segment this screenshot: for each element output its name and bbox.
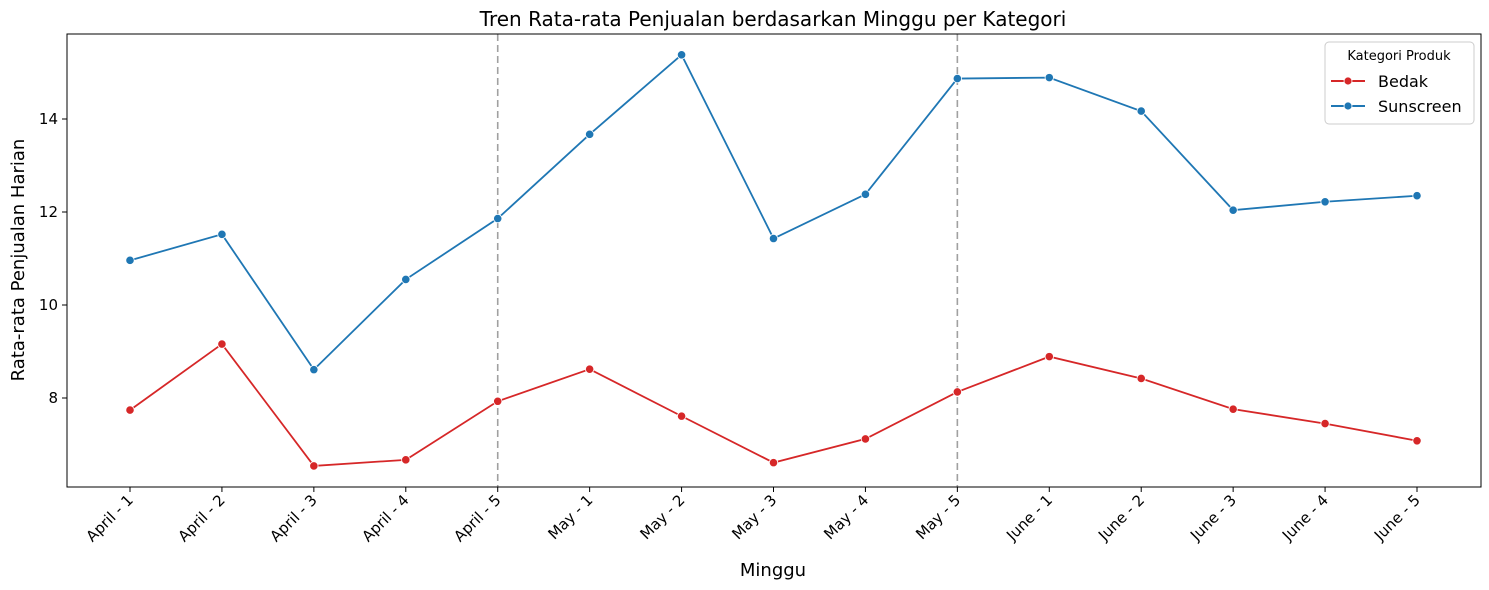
legend-marker-bedak: [1343, 76, 1353, 86]
data-point-bedak: [401, 455, 411, 465]
x-tick-label: May - 1: [544, 491, 596, 543]
data-point-sunscreen: [125, 255, 135, 265]
x-axis-label: Minggu: [740, 560, 806, 581]
data-point-sunscreen: [493, 213, 503, 224]
x-tick-label: April - 4: [358, 491, 412, 545]
x-tick-label: June - 2: [1094, 491, 1148, 545]
series-line-sunscreen: [129, 53, 1418, 372]
data-point-sunscreen: [1228, 205, 1238, 215]
data-point-bedak: [493, 396, 503, 406]
data-point-bedak: [676, 411, 687, 421]
data-point-sunscreen: [768, 233, 779, 244]
data-point-bedak: [1228, 404, 1238, 414]
data-point-bedak: [217, 339, 227, 349]
data-point-bedak: [1136, 373, 1146, 384]
legend: Kategori Produk Bedak Sunscreen: [1324, 41, 1475, 125]
y-tick-label: 8: [48, 389, 58, 407]
y-tick-label: 14: [39, 110, 58, 128]
data-point-sunscreen: [217, 229, 227, 239]
y-axis-label: Rata-rata Penjualan Harian: [8, 139, 29, 382]
data-point-bedak: [860, 434, 871, 444]
data-point-sunscreen: [952, 73, 962, 84]
y-tick-label: 10: [39, 296, 58, 314]
x-tick-label: April - 3: [266, 491, 320, 545]
x-tick-label: May - 3: [728, 491, 780, 543]
legend-title: Kategori Produk: [1347, 49, 1451, 64]
x-tick-label: May - 4: [820, 491, 872, 543]
data-point-bedak: [125, 405, 135, 415]
legend-label-sunscreen: Sunscreen: [1378, 97, 1462, 116]
data-point-bedak: [585, 364, 595, 374]
data-point-bedak: [1320, 418, 1330, 429]
x-tick-label: May - 2: [636, 491, 688, 543]
x-tick-label: June - 4: [1278, 491, 1332, 545]
data-point-sunscreen: [1412, 191, 1422, 201]
x-tick-label: May - 5: [912, 491, 964, 543]
data-point-bedak: [309, 461, 319, 471]
data-point-sunscreen: [309, 365, 319, 375]
data-point-bedak: [952, 387, 962, 397]
legend-box: [1324, 41, 1475, 125]
data-point-sunscreen: [676, 50, 687, 60]
data-point-bedak: [768, 458, 779, 468]
data-point-sunscreen: [860, 189, 871, 199]
data-point-bedak: [1412, 436, 1422, 446]
x-tick-label: June - 5: [1370, 491, 1424, 545]
x-tick-label: June - 3: [1186, 491, 1240, 545]
data-point-sunscreen: [1136, 106, 1146, 116]
data-point-bedak: [1044, 352, 1054, 362]
x-tick-label: April - 1: [83, 491, 137, 545]
series-line-bedak: [129, 342, 1418, 467]
legend-label-bedak: Bedak: [1378, 72, 1429, 91]
data-point-sunscreen: [401, 274, 411, 285]
data-point-sunscreen: [1320, 197, 1330, 207]
y-tick-label: 12: [39, 203, 58, 221]
chart-title: Tren Rata-rata Penjualan berdasarkan Min…: [479, 7, 1067, 31]
x-tick-label: June - 1: [1002, 491, 1056, 545]
data-point-sunscreen: [585, 129, 595, 139]
legend-marker-sunscreen: [1343, 101, 1353, 111]
data-point-sunscreen: [1044, 73, 1054, 83]
x-tick-label: April - 5: [450, 491, 504, 545]
x-tick-label: April - 2: [174, 491, 228, 545]
